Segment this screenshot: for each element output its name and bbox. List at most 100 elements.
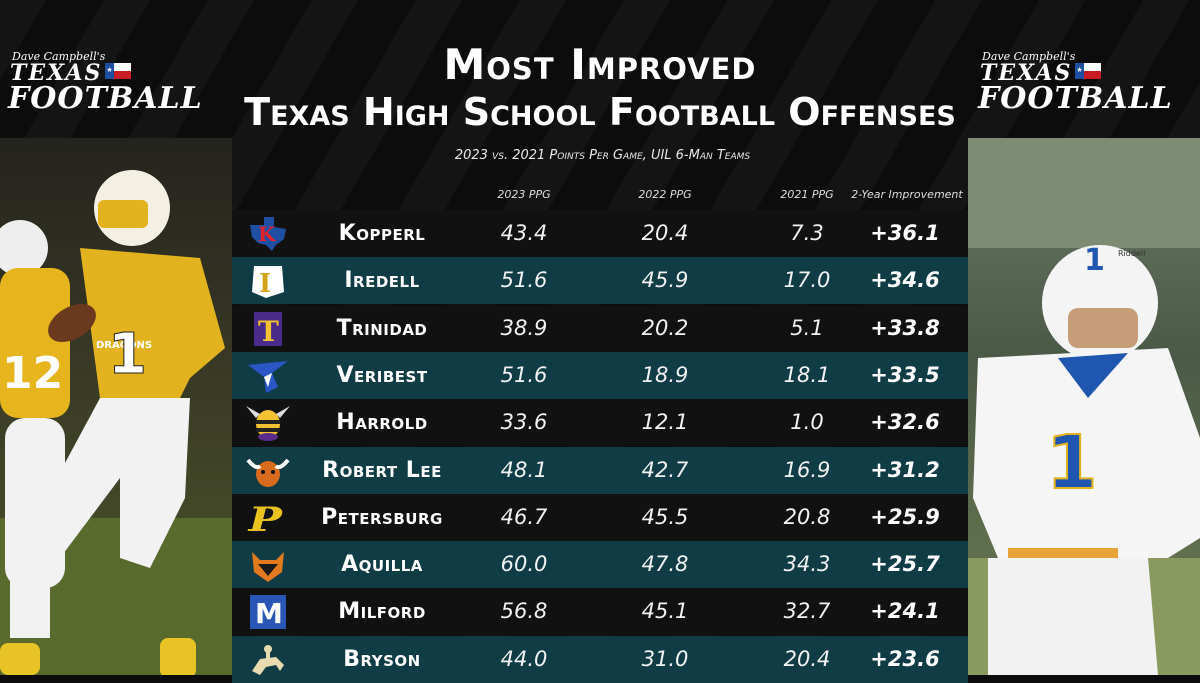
ppg-2022: 31.0 xyxy=(641,646,689,671)
team-name: Trinidad xyxy=(336,315,428,341)
svg-text:I: I xyxy=(259,269,271,299)
ppg-2023: 60.0 xyxy=(500,552,548,577)
table-row: Veribest 51.6 18.9 18.1 +33.5 xyxy=(232,351,968,399)
football-icon xyxy=(48,304,96,342)
table-row: Robert Lee 48.1 42.7 16.9 +31.2 xyxy=(232,446,968,494)
right-player-illustration: 1 Riddell 1 xyxy=(968,138,1200,675)
right-player-photo: 1 Riddell 1 xyxy=(968,138,1200,675)
ppg-2021: 20.8 xyxy=(783,504,831,529)
page-title: Most Improved xyxy=(443,40,757,89)
jersey-number-back: 12 xyxy=(2,348,63,399)
table-row: Aquilla 60.0 47.8 34.3 +25.7 xyxy=(232,541,968,589)
ppg-2021: 16.9 xyxy=(783,457,831,482)
helmet-icon xyxy=(0,220,48,276)
svg-text:T: T xyxy=(258,315,279,348)
improvement-value: +25.9 xyxy=(870,504,940,529)
team-name: Harrold xyxy=(336,410,428,436)
svg-text:P: P xyxy=(247,500,283,537)
ppg-2022: 20.4 xyxy=(641,221,689,245)
ppg-2022: 42.7 xyxy=(641,457,689,482)
ppg-2021: 5.1 xyxy=(790,315,824,340)
svg-text:K: K xyxy=(258,222,276,246)
col-header-2022: 2022 PPG xyxy=(638,188,692,201)
improvement-value: +32.6 xyxy=(870,410,940,435)
chart-caption: 2023 vs. 2021 Points Per Game, UIL 6-Man… xyxy=(454,148,751,163)
ppg-2023: 56.8 xyxy=(500,599,548,624)
texas-flag-icon: ★ xyxy=(1075,63,1102,79)
team-name: Iredell xyxy=(344,268,420,294)
bronco-rider-logo-icon xyxy=(246,641,290,679)
left-player-illustration: 12 DRAGONS 1 xyxy=(0,170,232,675)
table-row: K Kopperl 43.4 20.4 7.3 +36.1 xyxy=(232,210,968,257)
svg-text:M: M xyxy=(255,597,283,630)
col-header-2021: 2021 PPG xyxy=(780,188,834,201)
panther-logo-icon xyxy=(246,546,290,584)
improvement-value: +33.8 xyxy=(870,315,940,340)
texas-football-logo-right: Dave Campbell's TEXAS ★ FOOTBALL xyxy=(978,50,1193,114)
ppg-2022: 18.9 xyxy=(641,362,689,387)
table-row: P Petersburg 46.7 45.5 20.8 +25.9 xyxy=(232,493,968,541)
page-subtitle: Texas High School Football Offenses xyxy=(244,90,956,134)
improvement-value: +24.1 xyxy=(870,599,940,624)
petersburg-p-logo-icon: P xyxy=(246,499,290,540)
ppg-2022: 45.9 xyxy=(641,268,689,293)
team-name: Aquilla xyxy=(341,552,423,578)
logo-dave-text: Dave Campbell's xyxy=(982,50,1076,63)
ppg-2023: 51.6 xyxy=(500,268,548,293)
ppg-2023: 44.0 xyxy=(500,646,548,671)
team-name: Kopperl xyxy=(338,221,426,246)
improvement-value: +36.1 xyxy=(870,221,940,245)
table-row: I Iredell 51.6 45.9 17.0 +34.6 xyxy=(232,257,968,305)
improvement-value: +33.5 xyxy=(870,362,940,387)
kopperl-k-texas-logo-icon: K xyxy=(246,215,290,253)
ppg-2022: 47.8 xyxy=(641,552,689,577)
jersey-number-main: 1 xyxy=(108,322,147,387)
logo-football-text: FOOTBALL xyxy=(8,81,203,116)
col-header-2023: 2023 PPG xyxy=(497,188,551,201)
improvement-value: +34.6 xyxy=(870,268,940,293)
ppg-2021: 7.3 xyxy=(790,221,824,245)
ppg-2023: 38.9 xyxy=(500,315,548,340)
hornet-logo-icon xyxy=(246,404,290,442)
ppg-2021: 20.4 xyxy=(783,646,831,671)
trinidad-t-logo-icon: T xyxy=(246,310,290,348)
improvement-value: +31.2 xyxy=(870,457,940,482)
team-name: Veribest xyxy=(336,362,428,388)
jersey-number: 1 xyxy=(1046,420,1098,506)
left-player-photo: 12 DRAGONS 1 xyxy=(0,138,232,675)
team-name: Bryson xyxy=(343,646,421,672)
logo-dave-text: Dave Campbell's xyxy=(12,50,106,63)
ppg-2021: 34.3 xyxy=(783,552,831,577)
steer-logo-icon xyxy=(246,452,290,490)
table-row: T Trinidad 38.9 20.2 5.1 +33.8 xyxy=(232,304,968,352)
falcon-logo-icon xyxy=(246,357,290,395)
logo-football-text: FOOTBALL xyxy=(978,81,1173,116)
table-row: Harrold 33.6 12.1 1.0 +32.6 xyxy=(232,399,968,447)
jersey-team-text: DRAGONS xyxy=(96,340,152,351)
table-row: M Milford 56.8 45.1 32.7 +24.1 xyxy=(232,588,968,636)
texas-flag-icon: ★ xyxy=(105,63,132,79)
col-header-improvement: 2-Year Improvement xyxy=(851,188,963,201)
table-row: Bryson 44.0 31.0 20.4 +23.6 xyxy=(232,635,968,683)
helmet-brand-text: Riddell xyxy=(1118,249,1145,258)
helmet-number: 1 xyxy=(1084,243,1105,278)
iredell-i-logo-icon: I xyxy=(246,262,290,300)
ppg-2022: 20.2 xyxy=(641,315,689,340)
ppg-2022: 45.1 xyxy=(641,599,689,624)
team-name: Petersburg xyxy=(321,504,443,530)
improvement-value: +23.6 xyxy=(870,646,940,671)
milford-bulldog-logo-icon: M xyxy=(246,593,290,631)
ppg-2021: 17.0 xyxy=(783,268,831,293)
ppg-2023: 33.6 xyxy=(500,410,548,435)
ppg-2023: 43.4 xyxy=(500,221,548,245)
table-header: 2023 PPG 2022 PPG 2021 PPG 2-Year Improv… xyxy=(232,188,968,208)
logo-texas-text: TEXAS xyxy=(10,60,103,86)
ppg-2023: 51.6 xyxy=(500,362,548,387)
improvement-value: +25.7 xyxy=(870,552,940,577)
ppg-2022: 45.5 xyxy=(641,504,689,529)
team-name: Robert Lee xyxy=(322,457,442,483)
ppg-2021: 32.7 xyxy=(783,599,831,624)
ppg-2021: 18.1 xyxy=(783,362,831,387)
ppg-2021: 1.0 xyxy=(790,410,824,435)
logo-texas-text: TEXAS xyxy=(980,60,1073,86)
